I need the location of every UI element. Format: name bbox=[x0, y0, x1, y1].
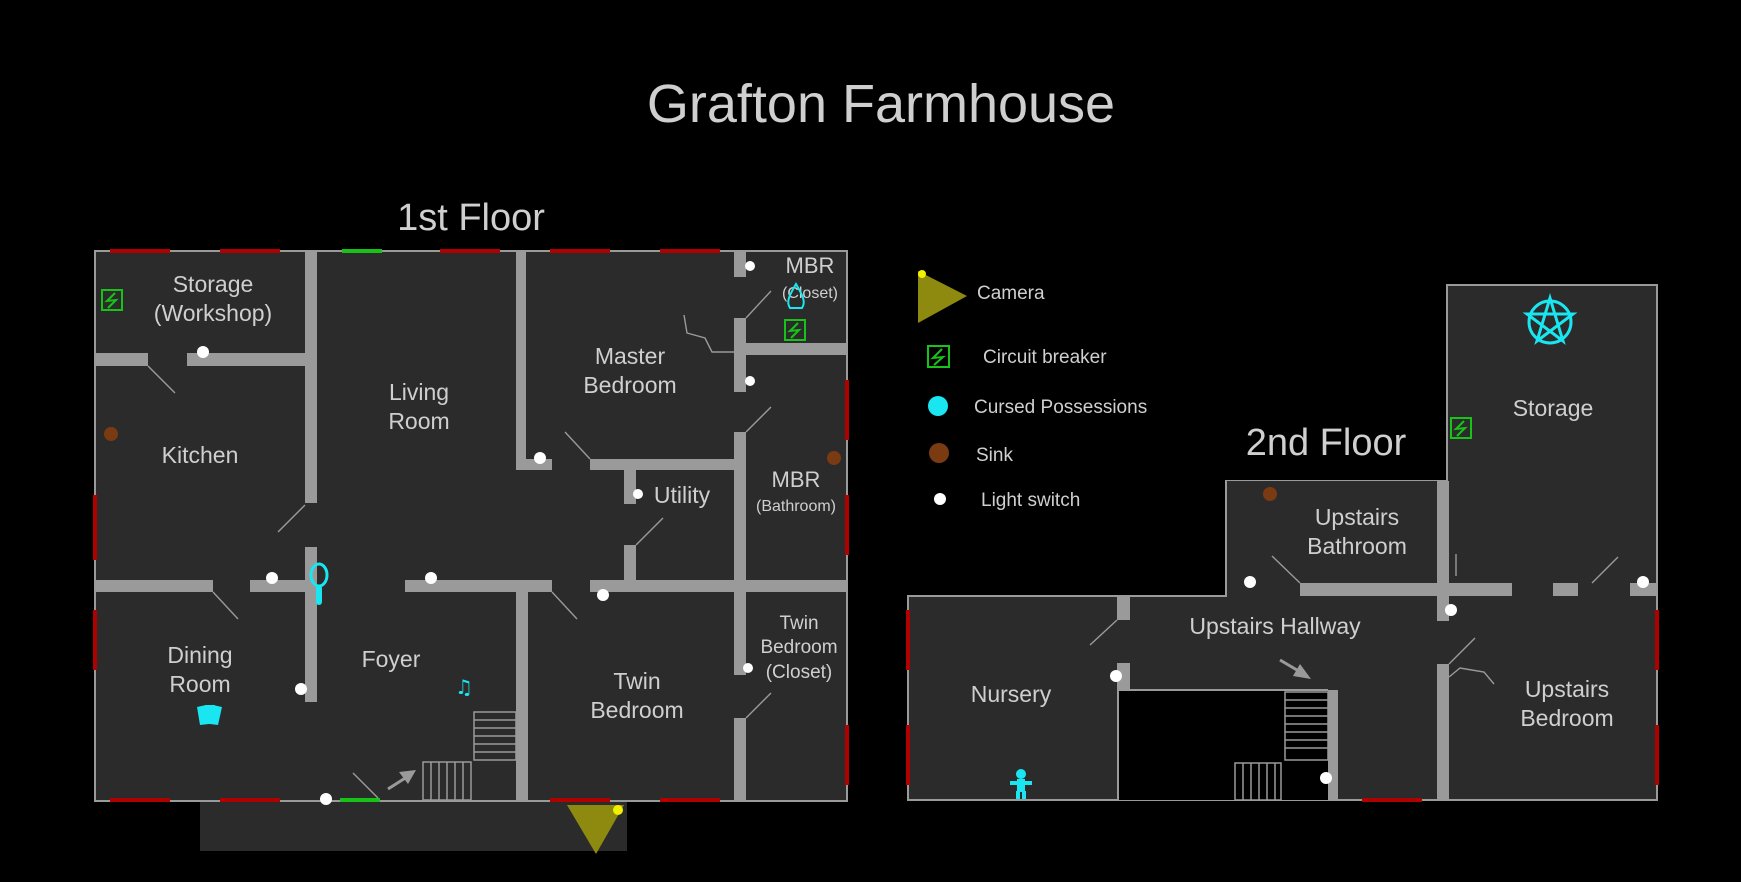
second-floor-label: 2nd Floor bbox=[1246, 422, 1407, 464]
porch bbox=[200, 800, 627, 851]
room-upstairs-bathroom-sub: Bathroom bbox=[1307, 533, 1407, 559]
stair-arrow-first bbox=[387, 770, 416, 791]
room-mbr-closet: MBR bbox=[786, 253, 835, 278]
room-twin-closet: Twin bbox=[779, 613, 818, 634]
svg-text:♫: ♫ bbox=[455, 675, 473, 699]
legend-label: Camera bbox=[977, 283, 1045, 304]
legend-item-sink: Sink bbox=[929, 443, 1013, 466]
room-storage-workshop: Storage bbox=[173, 271, 254, 297]
room-upstairs-bathroom: Upstairs bbox=[1315, 504, 1399, 530]
light-switches-second bbox=[1110, 576, 1649, 784]
room-twin-closet-sub2: (Closet) bbox=[766, 662, 833, 683]
room-living-sub: Room bbox=[388, 408, 449, 434]
room-mbr-bathroom-sub: (Bathroom) bbox=[756, 498, 836, 515]
door-swings bbox=[147, 290, 772, 799]
stairs-second-floor bbox=[1234, 691, 1329, 801]
room-twin-closet-sub: Bedroom bbox=[760, 637, 837, 658]
circuit-breaker-icon bbox=[927, 345, 950, 368]
light-switch-icon bbox=[266, 572, 278, 584]
light-switch-icon bbox=[745, 261, 755, 271]
room-twin-bedroom-sub: Bedroom bbox=[590, 697, 683, 723]
sink-icon bbox=[1263, 487, 1277, 501]
stairs-first-floor bbox=[422, 711, 517, 801]
room-mbr-closet-sub: (Closet) bbox=[782, 285, 838, 302]
room-dining: Dining bbox=[167, 642, 232, 668]
stair-arrow-second bbox=[1279, 658, 1311, 679]
summoning-circle-candle-icon bbox=[787, 282, 805, 309]
light-switch-icon bbox=[534, 452, 546, 464]
room-master-bedroom: Master bbox=[595, 343, 666, 369]
first-floor: Storage (Workshop) Living Room Master Be… bbox=[93, 249, 849, 854]
windows-second bbox=[906, 610, 1659, 802]
room-upstairs-hallway: Upstairs Hallway bbox=[1189, 613, 1361, 639]
room-mbr-bathroom: MBR bbox=[772, 467, 821, 492]
legend-item-light-switch: Light switch bbox=[934, 490, 1080, 511]
light-switches-first bbox=[197, 261, 755, 805]
light-switch-icon bbox=[597, 589, 609, 601]
legend-item-circuit-breaker: Circuit breaker bbox=[927, 345, 1107, 368]
light-switch-icon bbox=[425, 572, 437, 584]
circuit-breaker-icon bbox=[1450, 417, 1472, 439]
light-switch-icon bbox=[743, 663, 753, 673]
light-switch-icon bbox=[633, 489, 643, 499]
room-nursery: Nursery bbox=[971, 681, 1052, 707]
sink-icon bbox=[104, 427, 118, 441]
sink-icon bbox=[827, 451, 841, 465]
light-switch-icon bbox=[197, 346, 209, 358]
second-floor: Storage Upstairs Bathroom Upstairs Hallw… bbox=[906, 284, 1659, 802]
light-switch-icon bbox=[934, 493, 946, 505]
upstairs-bathroom-floor bbox=[1227, 481, 1447, 590]
room-living: Living bbox=[389, 379, 449, 405]
map-title: Grafton Farmhouse bbox=[647, 74, 1115, 134]
legend-item-cursed-possessions: Cursed Possessions bbox=[928, 396, 1147, 418]
room-twin-bedroom: Twin bbox=[613, 668, 660, 694]
tarot-cards-icon bbox=[197, 705, 222, 725]
voodoo-doll-icon bbox=[1010, 769, 1032, 799]
circuit-breaker-icon bbox=[784, 319, 806, 341]
legend-label: Cursed Possessions bbox=[974, 397, 1147, 418]
first-floor-label: 1st Floor bbox=[397, 197, 545, 239]
camera-icon bbox=[567, 805, 624, 854]
camera-icon bbox=[918, 271, 967, 323]
circuit-breaker-icon bbox=[101, 289, 123, 311]
legend: Camera Circuit breaker Cursed Possession… bbox=[918, 270, 1147, 511]
door-swings-second bbox=[1089, 554, 1619, 685]
pentagram-icon bbox=[1522, 292, 1578, 345]
interior-walls bbox=[95, 251, 847, 801]
windows bbox=[93, 249, 849, 802]
legend-label: Sink bbox=[976, 445, 1013, 466]
music-box-icon: ♫ bbox=[455, 675, 473, 699]
room-dining-sub: Room bbox=[169, 671, 230, 697]
exit-doors bbox=[340, 249, 382, 802]
interior-walls-second bbox=[1117, 481, 1657, 800]
legend-item-camera: Camera bbox=[918, 270, 1045, 323]
stairwell-opening bbox=[1118, 690, 1338, 800]
room-storage-upstairs: Storage bbox=[1513, 395, 1594, 421]
room-kitchen: Kitchen bbox=[162, 442, 239, 468]
light-switch-icon bbox=[1244, 576, 1256, 588]
haunted-mirror-icon bbox=[309, 562, 329, 605]
room-upstairs-bedroom-sub: Bedroom bbox=[1520, 705, 1613, 731]
light-switch-icon bbox=[745, 376, 755, 386]
light-switch-icon bbox=[1445, 604, 1457, 616]
room-foyer: Foyer bbox=[362, 646, 421, 672]
light-switch-icon bbox=[295, 683, 307, 695]
light-switch-icon bbox=[1637, 576, 1649, 588]
legend-label: Light switch bbox=[981, 490, 1080, 511]
room-upstairs-bedroom: Upstairs bbox=[1525, 676, 1609, 702]
light-switch-icon bbox=[1110, 670, 1122, 682]
light-switch-icon bbox=[320, 793, 332, 805]
legend-label: Circuit breaker bbox=[983, 347, 1107, 368]
cursed-possession-icon bbox=[928, 396, 948, 416]
room-storage-workshop-sub: (Workshop) bbox=[154, 300, 272, 326]
sink-icon bbox=[929, 443, 949, 463]
room-utility: Utility bbox=[654, 482, 711, 508]
room-master-bedroom-sub: Bedroom bbox=[583, 372, 676, 398]
light-switch-icon bbox=[1320, 772, 1332, 784]
